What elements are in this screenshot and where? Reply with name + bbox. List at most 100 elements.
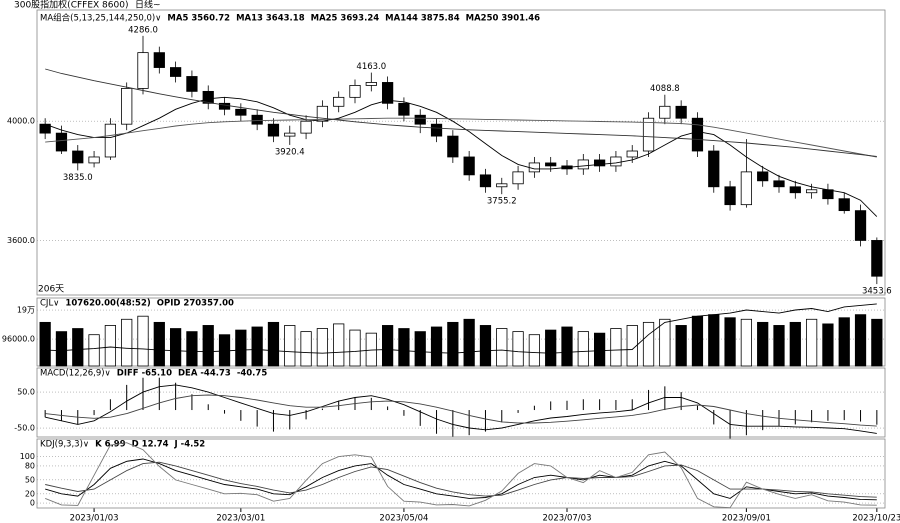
- pane-legend: MA13 3643.18: [236, 14, 305, 24]
- x-tick-label: 2023/07/03: [543, 514, 592, 523]
- indicator-line: [45, 458, 877, 501]
- candle-body: [659, 105, 671, 119]
- price-annotation: 3755.2: [487, 197, 517, 207]
- y-tick-label: 100: [20, 452, 35, 461]
- candle-body: [773, 180, 785, 188]
- candle-body: [691, 117, 704, 152]
- candle-body: [854, 210, 867, 241]
- candle-body: [104, 123, 117, 158]
- x-tick-label: 2023/10/23: [852, 514, 900, 523]
- indicator-line: [45, 461, 877, 498]
- volume-bar: [235, 329, 247, 367]
- candle-body: [284, 132, 296, 137]
- x-tick-label: 2023/03/01: [216, 514, 265, 523]
- pane-legend: MA144 3875.84: [385, 14, 460, 24]
- candle-body: [545, 162, 557, 167]
- volume-bar: [251, 326, 263, 367]
- candle-body: [333, 96, 345, 107]
- pane-legend: OPID 270357.00: [157, 299, 234, 309]
- volume-bar: [316, 328, 329, 367]
- y-tick-label: 20: [25, 489, 35, 498]
- volume-bar: [496, 328, 508, 367]
- volume-bar: [545, 329, 557, 367]
- pane-frame: [36, 297, 886, 367]
- candle-body: [55, 132, 68, 152]
- x-tick-label: 2023/05/04: [379, 514, 428, 523]
- pane-legend: D 12.74: [132, 440, 169, 450]
- candle-body: [577, 159, 589, 170]
- y-tick-label: 50: [25, 475, 35, 484]
- x-tick-label: 2023/09/01: [722, 514, 771, 523]
- y-tick-label: 0: [30, 499, 35, 508]
- candle-body: [463, 156, 475, 176]
- indicator-line: [45, 96, 878, 217]
- y-tick-label: 19万: [17, 306, 35, 315]
- volume-bar: [577, 331, 589, 367]
- price-annotation: 3920.4: [275, 147, 305, 157]
- candle-body: [137, 52, 149, 89]
- volume-bar: [593, 332, 606, 367]
- y-tick-label: 50.0: [17, 388, 35, 397]
- volume-bar: [691, 315, 704, 367]
- volume-bar: [724, 317, 736, 367]
- volume-bar: [708, 314, 720, 367]
- pane-legend: 107620.00(48:52): [65, 299, 150, 309]
- volume-bar: [284, 325, 296, 367]
- candle-body: [740, 171, 753, 206]
- volume-bar: [349, 329, 361, 367]
- candle-body: [349, 85, 361, 98]
- price-annotation: 4088.8: [650, 84, 680, 94]
- volume-bar: [757, 321, 769, 367]
- candle-body: [267, 123, 280, 137]
- candle-body: [88, 156, 100, 164]
- y-tick-label: 96000.0: [2, 335, 35, 344]
- volume-bar: [381, 325, 394, 367]
- candle-body: [381, 82, 394, 104]
- y-tick-label: 80: [25, 461, 35, 470]
- candle-body: [593, 159, 606, 167]
- candle-body: [789, 186, 801, 194]
- candle-body: [121, 88, 133, 125]
- candle-body: [626, 150, 638, 158]
- candle-body: [675, 105, 687, 119]
- indicator-line: [45, 394, 877, 427]
- y-tick-label: 3600.0: [7, 236, 35, 245]
- candle-body: [528, 162, 541, 173]
- volume-bar: [333, 323, 345, 367]
- candle-body: [414, 114, 426, 125]
- candle-body: [822, 189, 834, 200]
- volume-bar: [479, 325, 492, 367]
- volume-bar: [740, 318, 753, 367]
- candle-body: [512, 171, 524, 185]
- pane-legend: MACD(12,26,9)∨: [40, 369, 111, 379]
- pane-legend: DEA -44.73: [178, 369, 231, 379]
- volume-bar: [88, 334, 100, 367]
- candle-body: [430, 123, 443, 137]
- day-count: 206天: [38, 285, 64, 295]
- pane-legend: -40.75: [237, 369, 267, 379]
- volume-bar: [773, 325, 785, 367]
- candle-body: [479, 174, 492, 188]
- volume-bar: [186, 331, 198, 367]
- volume-bar: [822, 323, 834, 367]
- candle-body: [610, 156, 622, 167]
- candle-body: [398, 102, 410, 116]
- candle-body: [447, 135, 459, 158]
- volume-bar: [414, 331, 426, 367]
- candle-body: [39, 123, 51, 134]
- price-annotation: 3835.0: [63, 173, 93, 183]
- volume-bar: [463, 318, 475, 367]
- candle-body: [838, 198, 850, 212]
- indicator-line: [45, 303, 877, 354]
- volume-bar: [675, 325, 687, 367]
- volume-bar: [39, 321, 51, 367]
- candle-body: [72, 150, 84, 164]
- price-annotation: 3453.6: [862, 287, 892, 297]
- candle-body: [757, 171, 769, 182]
- volume-bar: [447, 321, 459, 367]
- pane-legend: MA250 3901.46: [466, 14, 541, 24]
- volume-bar: [153, 321, 165, 367]
- candle-body: [300, 120, 312, 134]
- indicator-line: [45, 117, 877, 158]
